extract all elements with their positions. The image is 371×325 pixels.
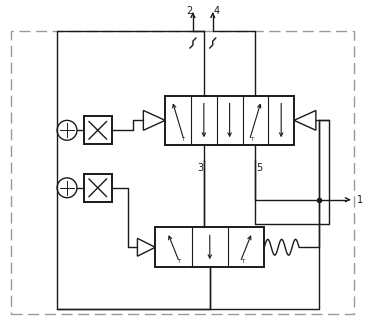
- Text: 5: 5: [256, 163, 263, 173]
- Circle shape: [57, 120, 77, 140]
- Text: T: T: [177, 259, 180, 264]
- Polygon shape: [137, 238, 155, 256]
- Text: 1: 1: [357, 195, 362, 205]
- Bar: [165, 96, 294, 145]
- Bar: [155, 227, 264, 267]
- Bar: [84, 116, 112, 144]
- Text: 4: 4: [214, 6, 220, 16]
- Polygon shape: [143, 111, 165, 130]
- Polygon shape: [294, 111, 316, 130]
- Text: T: T: [250, 137, 253, 142]
- Text: 3: 3: [197, 163, 203, 173]
- Circle shape: [57, 178, 77, 198]
- Text: T: T: [181, 137, 185, 142]
- Text: T: T: [240, 259, 244, 264]
- Text: 2: 2: [186, 6, 192, 16]
- Bar: [12, 31, 354, 314]
- Bar: [84, 174, 112, 202]
